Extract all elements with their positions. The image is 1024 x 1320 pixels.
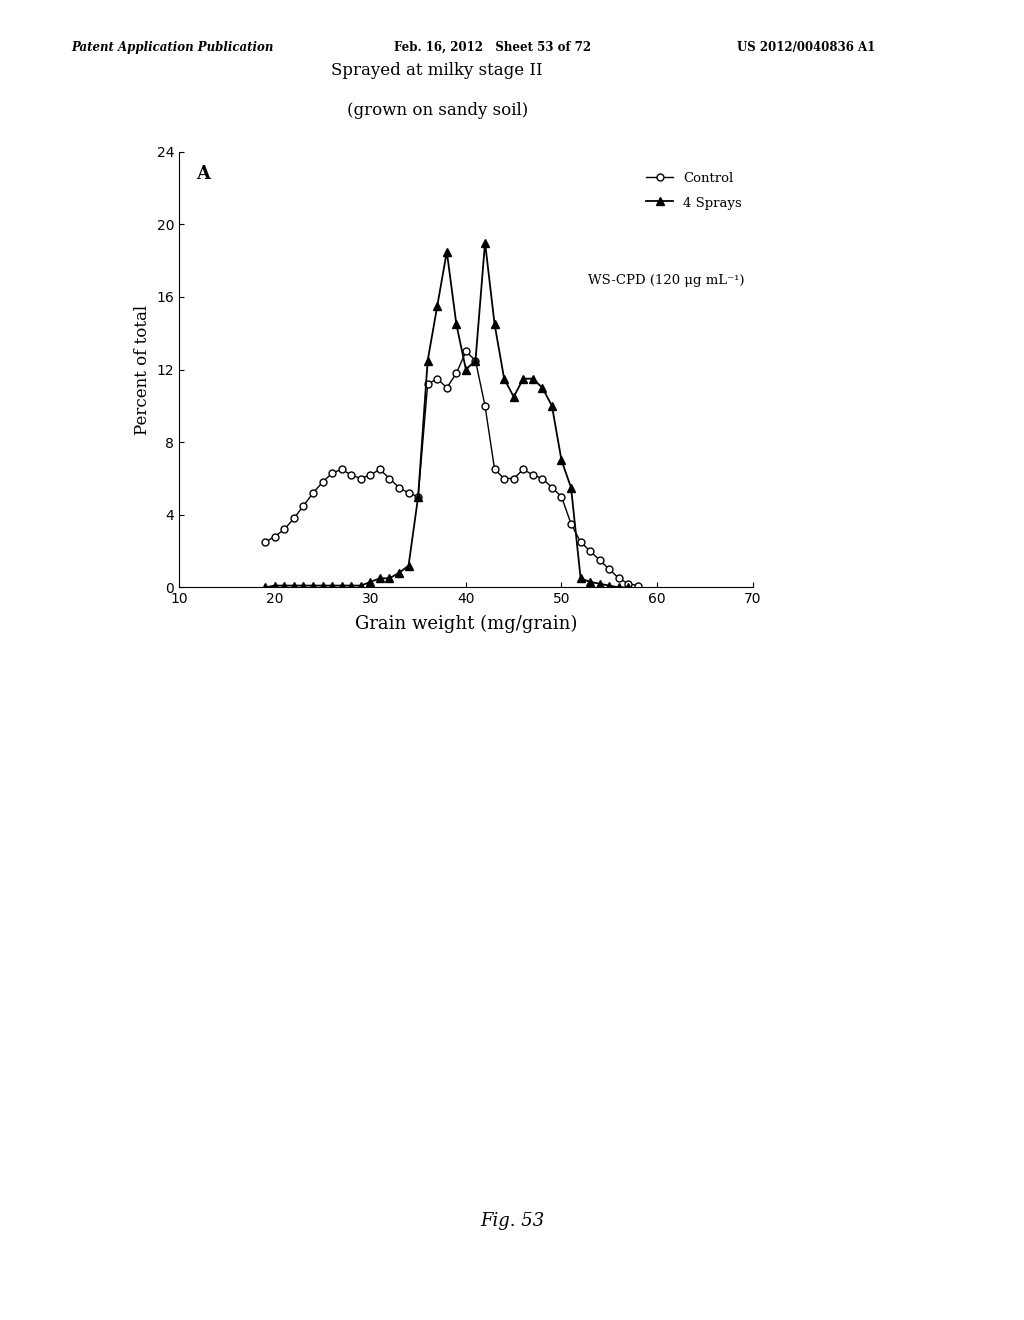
- Text: (grown on sandy soil): (grown on sandy soil): [346, 102, 528, 119]
- Text: A: A: [197, 165, 210, 183]
- Text: Patent Application Publication: Patent Application Publication: [72, 41, 274, 54]
- Text: Sprayed at milky stage II: Sprayed at milky stage II: [332, 62, 543, 79]
- Legend: Control, 4 Sprays: Control, 4 Sprays: [642, 168, 746, 214]
- X-axis label: Grain weight (mg/grain): Grain weight (mg/grain): [354, 615, 578, 632]
- Text: US 2012/0040836 A1: US 2012/0040836 A1: [737, 41, 876, 54]
- Text: Feb. 16, 2012   Sheet 53 of 72: Feb. 16, 2012 Sheet 53 of 72: [394, 41, 592, 54]
- Text: WS-CPD (120 μg mL⁻¹): WS-CPD (120 μg mL⁻¹): [588, 273, 744, 286]
- Y-axis label: Percent of total: Percent of total: [134, 305, 151, 434]
- Text: Fig. 53: Fig. 53: [480, 1212, 544, 1230]
